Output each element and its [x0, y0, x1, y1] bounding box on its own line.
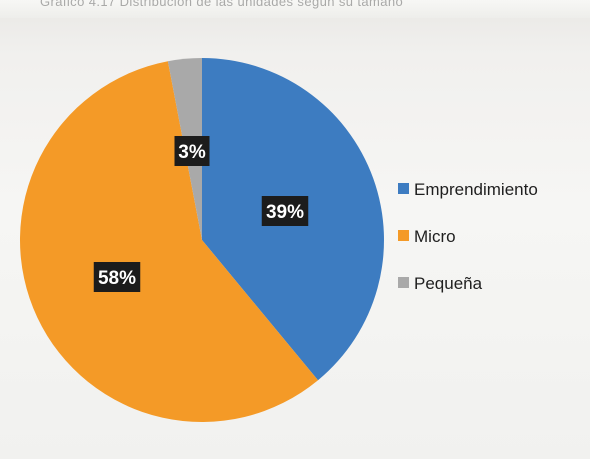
top-caption-strip: Gráfico 4.17 Distribución de las unidade… — [0, 0, 590, 18]
legend-label: Micro — [414, 227, 456, 246]
legend-swatch — [398, 277, 409, 288]
slice-label-text: 39% — [266, 202, 304, 223]
chart-legend: Emprendimiento Micro Pequeña — [398, 180, 538, 293]
legend-swatch — [398, 183, 409, 194]
top-caption-text: Gráfico 4.17 Distribución de las unidade… — [40, 0, 404, 9]
legend-entry-pequeña: Pequeña — [398, 274, 483, 293]
slice-label-pequeña: 3% — [174, 136, 210, 166]
slice-label-micro: 58% — [93, 262, 141, 292]
slice-label-text: 3% — [178, 142, 206, 163]
slice-label-box — [174, 136, 210, 166]
slice-label-box — [261, 196, 309, 226]
slice-label-emprendimiento: 39% — [261, 196, 309, 226]
legend-entry-micro: Micro — [398, 227, 456, 246]
pie-slices — [19, 58, 384, 422]
legend-swatch — [398, 230, 409, 241]
slice-label-text: 58% — [98, 268, 136, 289]
pie-slice-labels: 39% 58% 3% — [93, 136, 309, 292]
legend-label: Pequeña — [414, 274, 483, 293]
legend-entry-emprendimiento: Emprendimiento — [398, 180, 538, 199]
slice-label-box — [93, 262, 141, 292]
pie-slice-micro — [19, 61, 319, 422]
legend-label: Emprendimiento — [414, 180, 538, 199]
